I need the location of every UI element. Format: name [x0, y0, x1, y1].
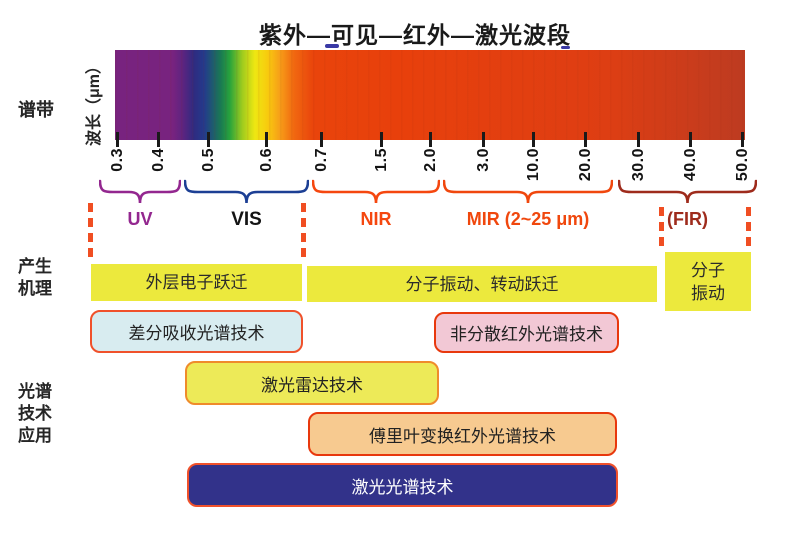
technique-box: 激光光谱技术 — [187, 463, 618, 507]
dashed-boundary-line — [746, 207, 751, 266]
technique-box: 非分散红外光谱技术 — [434, 312, 619, 353]
tick-mark — [429, 132, 432, 147]
mir-brace — [442, 179, 614, 205]
tick-mark — [157, 132, 160, 147]
vis-band-label: VIS — [231, 209, 262, 230]
mir-band-label: MIR (2~25 μm) — [466, 209, 590, 229]
tick-label: 40.0 — [682, 148, 699, 182]
technique-box: 傅里叶变换红外光谱技术 — [308, 412, 617, 456]
tick-mark — [207, 132, 210, 147]
fir-band-label: (FIR) — [667, 209, 708, 229]
tick-label: 50.0 — [734, 148, 751, 182]
fir-brace — [617, 179, 758, 205]
tick-label: 0.6 — [258, 148, 275, 172]
side-label-generation-mechanism: 产生 机理 — [18, 257, 52, 298]
tick-label: 20.0 — [577, 148, 594, 182]
tick-label: 30.0 — [630, 148, 647, 182]
tick-mark — [320, 132, 323, 147]
dashed-boundary-line — [301, 203, 306, 263]
tick-mark — [380, 132, 383, 147]
mechanism-box: 外层电子跃迁 — [91, 264, 302, 301]
tick-mark — [532, 132, 535, 147]
tick-mark — [116, 132, 119, 147]
technique-box: 激光雷达技术 — [185, 361, 439, 405]
mechanism-box: 分子 振动 — [665, 252, 751, 311]
spectrum-color-bar — [115, 50, 745, 140]
tick-label: 10.0 — [525, 148, 542, 182]
tick-label: 0.4 — [150, 148, 167, 172]
wavelength-axis-label: 波长（μm） — [86, 58, 103, 147]
dashed-boundary-line — [88, 203, 93, 263]
tick-mark — [637, 132, 640, 147]
nir-brace — [311, 179, 441, 205]
tick-label: 3.0 — [475, 148, 492, 172]
technique-box: 差分吸收光谱技术 — [90, 310, 303, 353]
side-label-spectroscopy-applications: 光谱 技术 应用 — [18, 382, 52, 445]
tick-label: 0.5 — [200, 148, 217, 172]
uv-brace — [98, 179, 182, 205]
dashed-boundary-line — [659, 207, 664, 251]
tick-label: 0.7 — [313, 148, 330, 172]
tick-label: 1.5 — [373, 148, 390, 172]
vis-brace — [183, 179, 310, 205]
tick-mark — [482, 132, 485, 147]
stray-blue-mark — [325, 44, 339, 48]
side-label-spectral-band: 谱带 — [18, 100, 54, 120]
nir-band-label: NIR — [360, 209, 392, 229]
uv-band-label: UV — [127, 209, 153, 229]
stray-blue-mark — [561, 46, 570, 49]
tick-mark — [689, 132, 692, 147]
mechanism-box: 分子振动、转动跃迁 — [307, 266, 657, 302]
tick-mark — [265, 132, 268, 147]
tick-label: 0.3 — [109, 148, 126, 172]
tick-mark — [741, 132, 744, 147]
tick-mark — [584, 132, 587, 147]
tick-label: 2.0 — [422, 148, 439, 172]
figure-title: 紫外—可见—红外—激光波段 — [259, 22, 571, 48]
